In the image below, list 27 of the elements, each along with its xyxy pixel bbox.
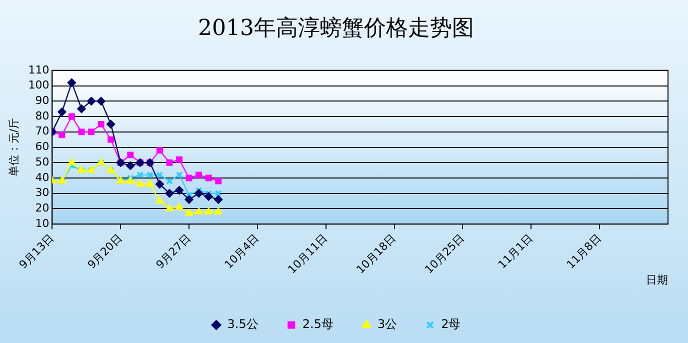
x-tick-label: 10月11日 — [285, 232, 330, 276]
y-axis-title: 单位：元/斤 — [7, 118, 20, 177]
chart-title: 2013年高淳螃蟹价格走势图 — [198, 16, 474, 41]
y-tick-label: 40 — [35, 170, 50, 184]
x-tick-label: 10月4日 — [222, 232, 262, 272]
y-tick-label: 110 — [28, 63, 50, 76]
y-tick-label: 60 — [35, 140, 50, 154]
x-tick-label: 10月18日 — [354, 232, 398, 276]
legend-label: 2.5母 — [302, 317, 334, 332]
y-tick-label: 50 — [35, 155, 50, 168]
x-tick-label: 9月20日 — [85, 232, 125, 272]
y-tick-label: 20 — [35, 202, 50, 215]
x-tick-label: 11月8日 — [564, 232, 604, 272]
y-tick-label: 80 — [35, 109, 50, 122]
x-axis-title: 日期 — [646, 273, 668, 286]
x-tick-label: 11月1日 — [496, 232, 536, 272]
legend-label: 2母 — [441, 317, 461, 332]
y-tick-label: 10 — [35, 216, 50, 230]
y-tick-label: 30 — [35, 186, 50, 200]
y-tick-label: 100 — [28, 78, 50, 92]
x-tick-label: 9月13日 — [16, 232, 56, 272]
legend-label: 3.5公 — [227, 317, 258, 332]
y-tick-label: 90 — [35, 94, 50, 107]
legend-label: 3公 — [377, 317, 398, 332]
x-tick-label: 9月27日 — [154, 232, 194, 272]
x-tick-label: 10月25日 — [422, 232, 467, 276]
y-tick-label: 70 — [35, 124, 50, 138]
